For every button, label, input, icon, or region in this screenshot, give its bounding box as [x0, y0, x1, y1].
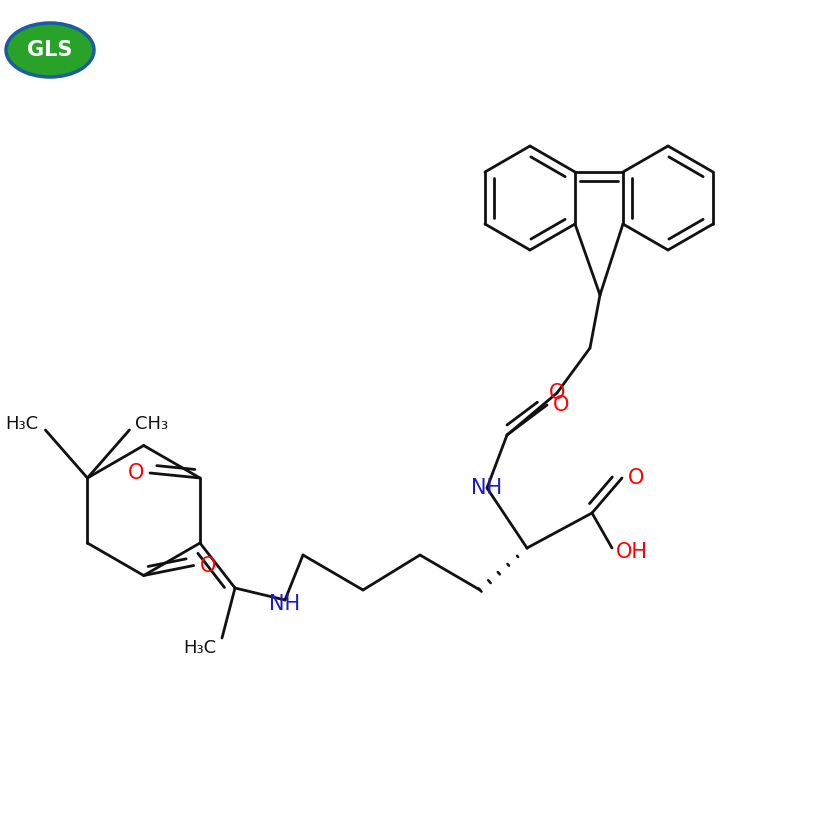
- Text: H₃C: H₃C: [5, 415, 38, 433]
- Text: CH₃: CH₃: [135, 415, 168, 433]
- Text: O: O: [200, 555, 216, 575]
- Text: GLS: GLS: [28, 40, 73, 60]
- Text: H₃C: H₃C: [183, 639, 217, 657]
- Text: O: O: [553, 395, 570, 415]
- Text: O: O: [128, 463, 144, 483]
- Text: OH: OH: [616, 542, 648, 562]
- Text: NH: NH: [270, 594, 301, 614]
- Text: NH: NH: [471, 478, 502, 498]
- Text: O: O: [627, 468, 644, 488]
- Ellipse shape: [6, 23, 94, 77]
- Text: O: O: [549, 383, 565, 403]
